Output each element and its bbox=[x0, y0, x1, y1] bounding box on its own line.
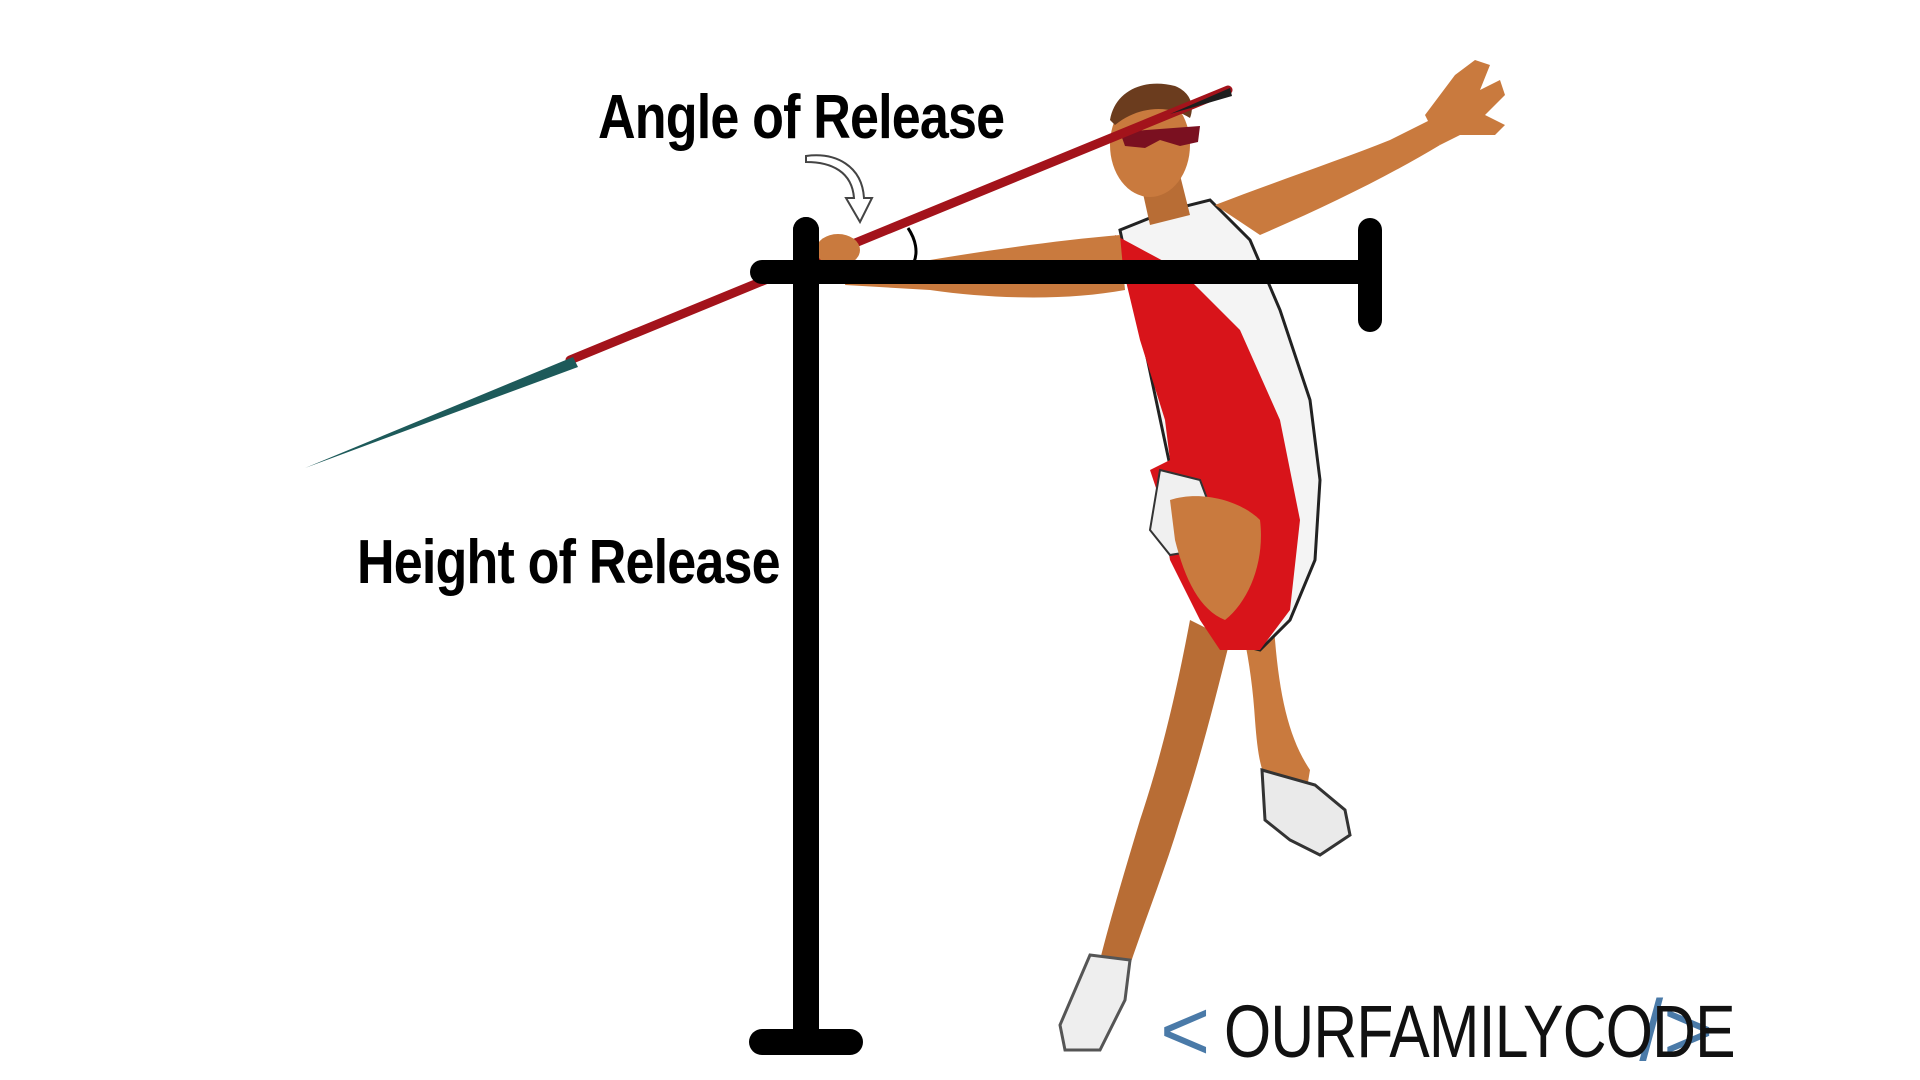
logo-right-bracket: /> bbox=[1639, 983, 1714, 1079]
athlete-front-leg bbox=[1100, 620, 1230, 965]
height-of-release-label: Height of Release bbox=[357, 528, 781, 597]
athlete-hair bbox=[1110, 83, 1192, 125]
height-of-release-marker bbox=[749, 217, 863, 1055]
javelin-tip bbox=[305, 357, 578, 468]
angle-arc-icon bbox=[906, 227, 918, 263]
javelin-shaft bbox=[565, 85, 1233, 365]
athlete-sunglasses bbox=[1120, 126, 1200, 148]
horizontal-reference-marker bbox=[750, 218, 1382, 332]
ourfamilycode-logo: < OURFAMILYCODE /> bbox=[1160, 983, 1736, 1079]
athlete-front-arm bbox=[1215, 120, 1440, 235]
javelin bbox=[305, 85, 1233, 468]
athlete-front-hand bbox=[1425, 60, 1505, 145]
curved-arrow-down-icon bbox=[805, 154, 874, 225]
athlete-front-shoe bbox=[1058, 953, 1132, 1052]
logo-text: OURFAMILYCODE bbox=[1224, 989, 1736, 1073]
athlete-thigh bbox=[1170, 496, 1261, 620]
athlete-grip-hand bbox=[816, 234, 860, 266]
logo-left-bracket: < bbox=[1160, 983, 1211, 1079]
angle-of-release-label: Angle of Release bbox=[598, 83, 1005, 152]
athlete-rear-shoe bbox=[1260, 767, 1352, 857]
javelin-tail bbox=[1170, 88, 1232, 114]
